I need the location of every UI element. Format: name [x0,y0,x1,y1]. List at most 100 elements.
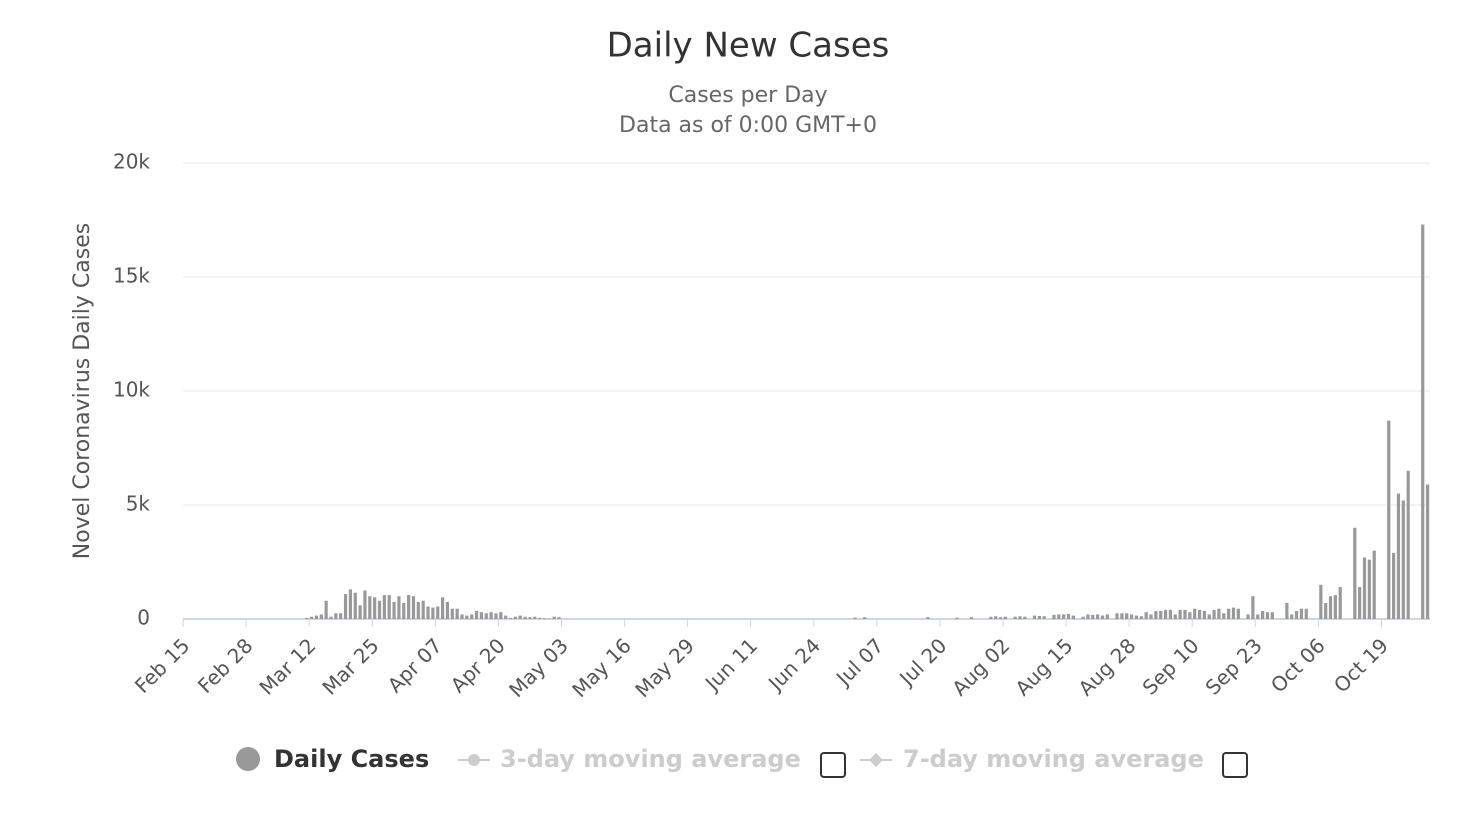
bar [1081,616,1085,619]
bar [1052,614,1056,619]
bar [363,590,367,619]
y-axis-title: Novel Coronavirus Daily Cases [70,223,95,559]
bar [1246,614,1250,619]
bar [1149,614,1153,619]
bar [377,600,382,619]
bar [1091,614,1095,619]
y-tick-label: 20k [113,150,150,174]
bar [474,611,479,619]
bar [484,613,488,619]
legend-marker [869,753,883,767]
bar [994,616,998,619]
bar [523,616,527,619]
bar [1144,612,1148,619]
bar [853,617,857,619]
bar [552,616,556,619]
bar [358,605,362,619]
bar [343,593,348,619]
bar [1159,611,1163,619]
x-tick-label: Jul 20 [893,633,951,691]
bar [324,600,328,619]
bar [1396,493,1401,619]
bar [1401,500,1405,619]
bar [1168,609,1173,619]
bar [440,597,445,619]
bar [353,592,357,619]
bar [348,589,353,619]
checkbox[interactable] [820,752,846,778]
bar [1197,609,1202,619]
bar [1261,611,1265,619]
x-tick-label: Aug 28 [1074,633,1141,700]
x-tick-label: Sep 10 [1138,633,1204,699]
bar [387,595,391,619]
bar [319,614,323,619]
bar [508,617,513,619]
bar [465,615,469,619]
bar [416,601,420,619]
bar [1062,614,1066,619]
x-tick-label: Jun 24 [762,633,825,696]
x-tick-label: Mar 25 [318,633,384,699]
x-tick-label: Apr 07 [383,633,447,697]
bar [1105,614,1109,619]
bar [305,617,309,619]
y-tick-label: 10k [113,378,150,402]
bar [1115,613,1119,619]
checkbox[interactable] [1222,752,1248,778]
bar [1358,587,1362,619]
x-tick-label: May 16 [567,633,636,702]
bar [518,615,522,619]
bar [1367,559,1371,619]
bar [1372,550,1376,619]
legend-label[interactable]: 3-day moving average [500,745,801,773]
bar [339,613,343,619]
x-tick-label: Aug 15 [1010,633,1077,700]
bar [1037,616,1042,619]
bar [455,608,459,619]
bar [1217,608,1221,619]
legend-marker[interactable] [236,747,260,771]
bar [1193,608,1197,619]
bar [402,603,406,619]
x-tick-label: May 29 [630,633,699,702]
chart-subtitle: Data as of 0:00 GMT+0 [619,113,877,138]
bar [329,616,333,619]
legend-label[interactable]: Daily Cases [274,745,429,773]
bar [1207,614,1211,619]
bar [1328,596,1333,619]
legend-label[interactable]: 7-day moving average [903,745,1204,773]
bar [1304,608,1308,619]
bar [1294,611,1299,619]
x-tick-label: Feb 15 [130,633,195,698]
bar [989,616,993,619]
bar [1139,616,1143,619]
bar [533,616,537,619]
y-tick-label: 15k [113,264,150,288]
bar [1212,609,1216,619]
bar [1013,616,1017,619]
bar [513,616,517,619]
bar [489,612,493,619]
x-tick-label: Jul 07 [830,633,888,691]
bar [431,607,435,619]
bar [411,596,416,619]
bar [926,617,930,619]
bar [1202,611,1206,619]
bar [445,601,450,619]
bar [450,608,454,619]
x-tick-label: Oct 19 [1329,633,1393,697]
bar [1178,609,1182,619]
bar [557,617,561,619]
x-tick-label: Oct 06 [1266,633,1330,697]
bar [309,616,314,619]
bar [494,613,498,619]
bar [382,595,386,619]
bar [460,614,464,619]
bar [1270,612,1274,619]
bar [436,606,440,619]
bar [407,595,411,619]
bar [1125,613,1129,619]
bar [1163,609,1168,619]
